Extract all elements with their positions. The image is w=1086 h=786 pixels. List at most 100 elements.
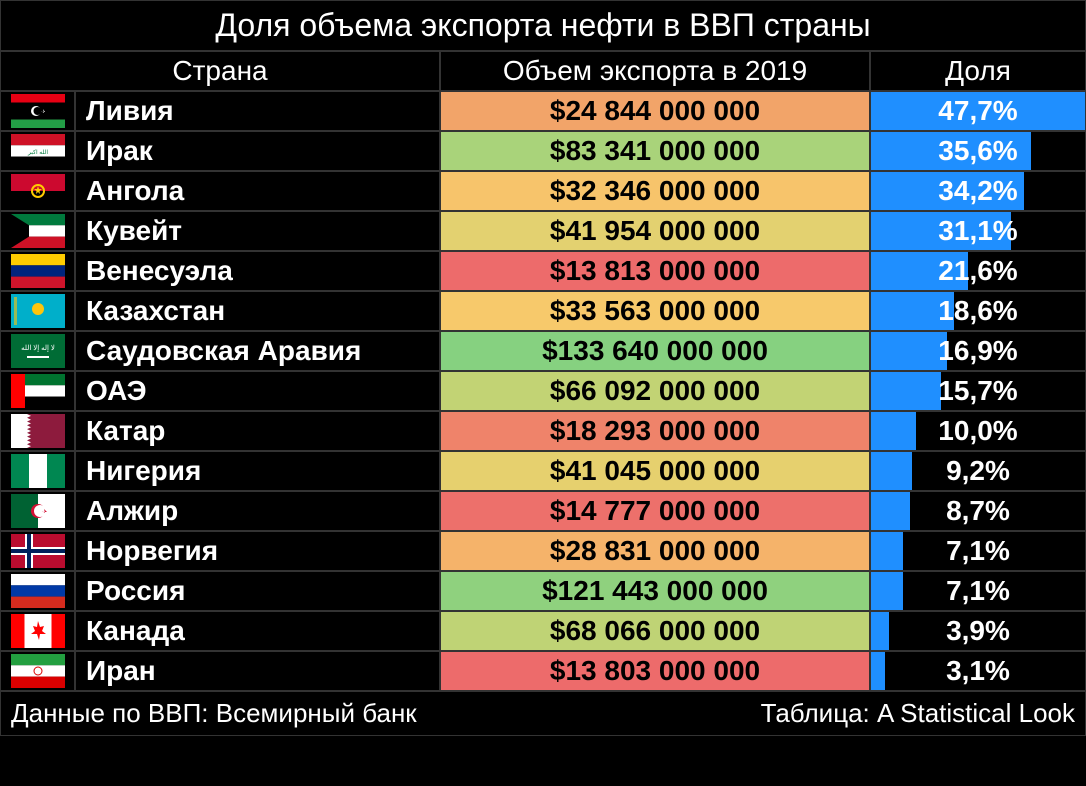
country-name: Катар xyxy=(75,411,440,451)
footer-credit: Таблица: A Statistical Look xyxy=(761,698,1075,729)
share-value: 21,6% xyxy=(938,255,1017,287)
share-bar xyxy=(871,532,903,570)
share-bar xyxy=(871,332,947,370)
share-cell: 31,1% xyxy=(870,211,1086,251)
flag-icon xyxy=(0,211,75,251)
share-cell: 3,9% xyxy=(870,611,1086,651)
table-row: Казахстан $33 563 000 000 18,6% xyxy=(0,291,1086,331)
share-value: 35,6% xyxy=(938,135,1017,167)
share-cell: 21,6% xyxy=(870,251,1086,291)
export-value: $24 844 000 000 xyxy=(440,91,870,131)
share-value: 7,1% xyxy=(946,575,1010,607)
export-value: $28 831 000 000 xyxy=(440,531,870,571)
table-row: ОАЭ $66 092 000 000 15,7% xyxy=(0,371,1086,411)
share-value: 3,1% xyxy=(946,655,1010,687)
share-bar xyxy=(871,452,912,490)
share-bar xyxy=(871,612,889,650)
flag-icon xyxy=(0,571,75,611)
share-bar xyxy=(871,572,903,610)
country-name: Кувейт xyxy=(75,211,440,251)
share-cell: 18,6% xyxy=(870,291,1086,331)
country-name: Канада xyxy=(75,611,440,651)
table-row: Норвегия $28 831 000 000 7,1% xyxy=(0,531,1086,571)
share-value: 18,6% xyxy=(938,295,1017,327)
svg-text:لا إله إلا الله: لا إله إلا الله xyxy=(21,344,55,352)
share-value: 16,9% xyxy=(938,335,1017,367)
svg-text:الله اكبر: الله اكبر xyxy=(26,149,47,156)
share-cell: 9,2% xyxy=(870,451,1086,491)
export-value: $121 443 000 000 xyxy=(440,571,870,611)
country-name: Ирак xyxy=(75,131,440,171)
flag-icon xyxy=(0,491,75,531)
flag-icon xyxy=(0,451,75,491)
share-cell: 16,9% xyxy=(870,331,1086,371)
share-value: 15,7% xyxy=(938,375,1017,407)
table-row: Алжир $14 777 000 000 8,7% xyxy=(0,491,1086,531)
footer-source: Данные по ВВП: Всемирный банк xyxy=(11,698,417,729)
share-cell: 35,6% xyxy=(870,131,1086,171)
country-name: Алжир xyxy=(75,491,440,531)
share-cell: 7,1% xyxy=(870,571,1086,611)
share-bar xyxy=(871,412,916,450)
country-name: Казахстан xyxy=(75,291,440,331)
share-bar xyxy=(871,652,885,690)
header-export: Объем экспорта в 2019 xyxy=(440,51,870,91)
share-value: 34,2% xyxy=(938,175,1017,207)
table-row: Нигерия $41 045 000 000 9,2% xyxy=(0,451,1086,491)
flag-icon xyxy=(0,531,75,571)
header-share: Доля xyxy=(870,51,1086,91)
share-cell: 10,0% xyxy=(870,411,1086,451)
flag-icon: الله اكبر xyxy=(0,131,75,171)
table-row: Ливия $24 844 000 000 47,7% xyxy=(0,91,1086,131)
table-row: لا إله إلا الله Саудовская Аравия $133 6… xyxy=(0,331,1086,371)
table-header: Страна Объем экспорта в 2019 Доля xyxy=(0,51,1086,91)
page-title: Доля объема экспорта нефти в ВВП страны xyxy=(0,0,1086,51)
export-value: $66 092 000 000 xyxy=(440,371,870,411)
share-value: 7,1% xyxy=(946,535,1010,567)
table-row: Россия $121 443 000 000 7,1% xyxy=(0,571,1086,611)
country-name: Норвегия xyxy=(75,531,440,571)
share-cell: 3,1% xyxy=(870,651,1086,691)
flag-icon xyxy=(0,371,75,411)
table-row: Ангола $32 346 000 000 34,2% xyxy=(0,171,1086,211)
table-body: Ливия $24 844 000 000 47,7% الله اكبر Ир… xyxy=(0,91,1086,691)
flag-icon xyxy=(0,251,75,291)
table-row: الله اكبر Ирак $83 341 000 000 35,6% xyxy=(0,131,1086,171)
share-value: 3,9% xyxy=(946,615,1010,647)
share-cell: 47,7% xyxy=(870,91,1086,131)
country-name: Иран xyxy=(75,651,440,691)
country-name: Россия xyxy=(75,571,440,611)
share-value: 31,1% xyxy=(938,215,1017,247)
share-cell: 7,1% xyxy=(870,531,1086,571)
table-row: Катар $18 293 000 000 10,0% xyxy=(0,411,1086,451)
table-row: Венесуэла $13 813 000 000 21,6% xyxy=(0,251,1086,291)
export-value: $14 777 000 000 xyxy=(440,491,870,531)
share-cell: 34,2% xyxy=(870,171,1086,211)
export-value: $68 066 000 000 xyxy=(440,611,870,651)
country-name: Ливия xyxy=(75,91,440,131)
share-bar xyxy=(871,372,941,410)
country-name: Нигерия xyxy=(75,451,440,491)
flag-icon xyxy=(0,611,75,651)
flag-icon xyxy=(0,171,75,211)
export-value: $13 803 000 000 xyxy=(440,651,870,691)
export-value: $33 563 000 000 xyxy=(440,291,870,331)
share-value: 8,7% xyxy=(946,495,1010,527)
share-value: 47,7% xyxy=(938,95,1017,127)
export-value: $41 954 000 000 xyxy=(440,211,870,251)
share-cell: 15,7% xyxy=(870,371,1086,411)
footer: Данные по ВВП: Всемирный банк Таблица: A… xyxy=(0,691,1086,736)
share-value: 10,0% xyxy=(938,415,1017,447)
country-name: Венесуэла xyxy=(75,251,440,291)
share-bar xyxy=(871,492,910,530)
country-name: ОАЭ xyxy=(75,371,440,411)
table-row: Кувейт $41 954 000 000 31,1% xyxy=(0,211,1086,251)
flag-icon xyxy=(0,411,75,451)
country-name: Саудовская Аравия xyxy=(75,331,440,371)
export-value: $18 293 000 000 xyxy=(440,411,870,451)
flag-icon: لا إله إلا الله xyxy=(0,331,75,371)
header-country: Страна xyxy=(0,51,440,91)
export-value: $83 341 000 000 xyxy=(440,131,870,171)
flag-icon xyxy=(0,291,75,331)
table-row: Канада $68 066 000 000 3,9% xyxy=(0,611,1086,651)
